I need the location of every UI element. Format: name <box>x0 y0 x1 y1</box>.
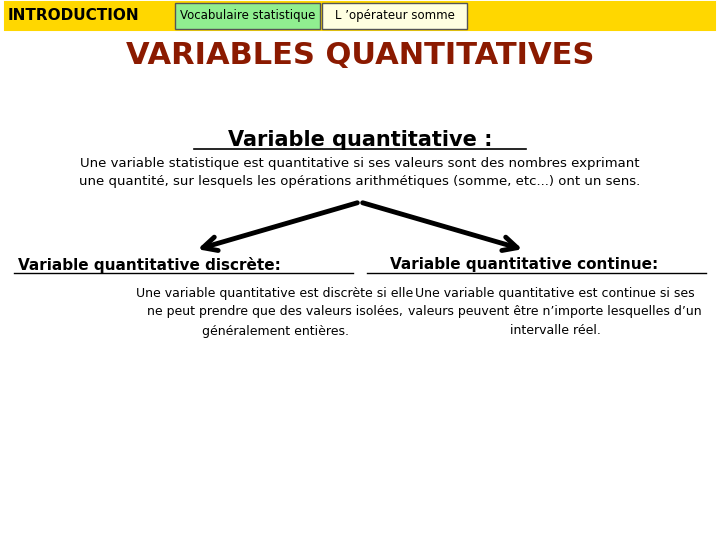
FancyBboxPatch shape <box>322 3 467 29</box>
FancyBboxPatch shape <box>175 3 320 29</box>
Text: Une variable quantitative est discrète si elle
ne peut prendre que des valeurs i: Une variable quantitative est discrète s… <box>136 287 413 338</box>
Text: Variable quantitative discrète:: Variable quantitative discrète: <box>18 257 281 273</box>
FancyBboxPatch shape <box>5 2 715 30</box>
Text: Variable quantitative :: Variable quantitative : <box>228 130 492 150</box>
Text: L ’opérateur somme: L ’opérateur somme <box>335 10 454 23</box>
Text: Variable quantitative continue:: Variable quantitative continue: <box>390 258 658 273</box>
Text: VARIABLES QUANTITATIVES: VARIABLES QUANTITATIVES <box>126 40 594 70</box>
Text: Vocabulaire statistique: Vocabulaire statistique <box>180 10 315 23</box>
Text: INTRODUCTION: INTRODUCTION <box>8 9 140 24</box>
Text: Une variable statistique est quantitative si ses valeurs sont des nombres exprim: Une variable statistique est quantitativ… <box>79 157 641 187</box>
Text: Une variable quantitative est continue si ses
valeurs peuvent être n’importe les: Une variable quantitative est continue s… <box>408 287 702 338</box>
